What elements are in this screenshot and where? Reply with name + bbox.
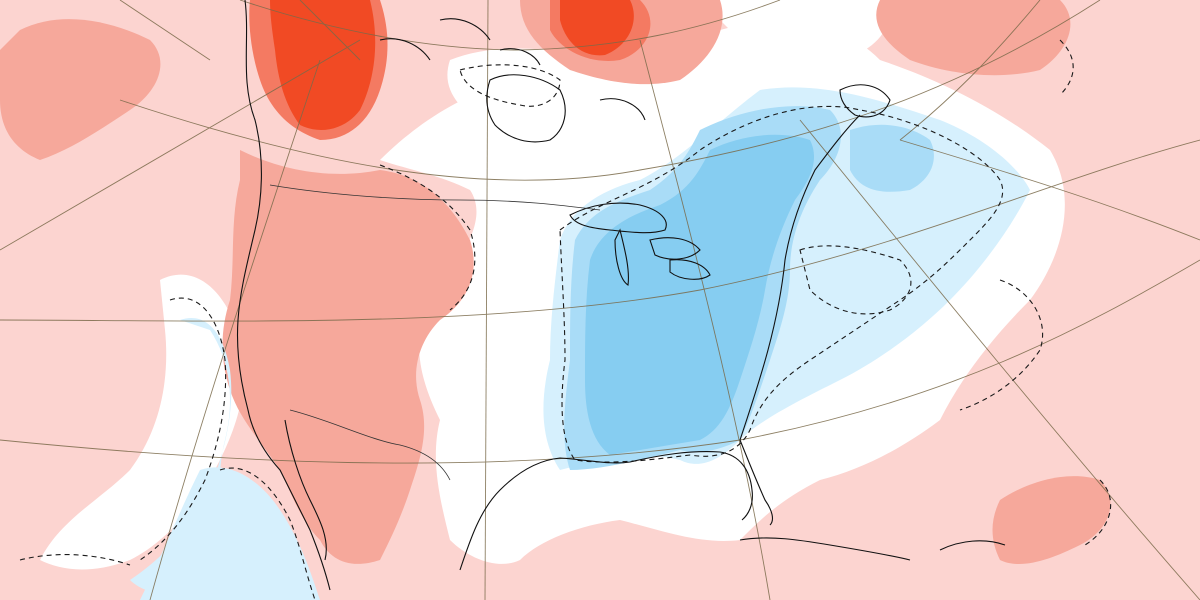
contour-line bbox=[459, 64, 561, 107]
graticule-meridian bbox=[484, 0, 489, 600]
neutral-zone-arctic bbox=[700, 0, 888, 63]
great-lakes bbox=[569, 202, 711, 286]
coastlines bbox=[236, 0, 1006, 591]
warm-medium-greenland bbox=[876, 0, 1071, 76]
contour-line bbox=[1084, 479, 1112, 546]
contour-line bbox=[799, 245, 912, 315]
political-borders bbox=[269, 184, 601, 481]
graticule-meridian bbox=[799, 119, 1200, 600]
hudson-bay bbox=[486, 74, 566, 143]
warm-medium-alaska bbox=[0, 19, 161, 161]
east-coast bbox=[739, 114, 861, 441]
zero-contours bbox=[19, 39, 1112, 600]
florida bbox=[739, 439, 774, 526]
graticule-meridian bbox=[899, 139, 1200, 241]
graticule-meridian bbox=[639, 39, 771, 600]
contour-line bbox=[19, 554, 131, 566]
warm-extreme-quebec bbox=[560, 0, 634, 56]
cool-strong-eastern-us bbox=[585, 134, 815, 455]
contour-line bbox=[219, 467, 316, 600]
contour-line bbox=[1059, 39, 1074, 96]
hispaniola bbox=[939, 540, 1006, 551]
arctic-islands bbox=[379, 18, 646, 121]
contour-line bbox=[139, 297, 227, 561]
us-canada-border bbox=[269, 184, 601, 211]
graticule-meridian bbox=[0, 39, 361, 251]
contour-line bbox=[959, 279, 1044, 411]
contour-line bbox=[379, 164, 476, 311]
us-mexico-border bbox=[289, 409, 451, 481]
contour-line bbox=[559, 105, 1004, 463]
warm-medium-caribbean bbox=[992, 476, 1111, 565]
west-coast bbox=[236, 0, 331, 591]
graticule-meridian bbox=[149, 59, 321, 600]
graticule-parallel bbox=[0, 259, 1200, 464]
graticule-parallel bbox=[119, 0, 1101, 181]
graticule-parallel bbox=[0, 139, 1200, 322]
cuba bbox=[739, 537, 911, 561]
graticule-meridian bbox=[119, 0, 211, 61]
baja-california bbox=[284, 419, 327, 561]
cool-medium-north-atlantic bbox=[850, 124, 934, 192]
newfoundland bbox=[839, 84, 891, 118]
cool-light-gulf-pacific bbox=[140, 467, 320, 600]
graticule-meridian bbox=[299, 0, 361, 61]
mexico-gulf-coast bbox=[459, 451, 753, 571]
warm-extreme-canada-west bbox=[270, 0, 376, 130]
